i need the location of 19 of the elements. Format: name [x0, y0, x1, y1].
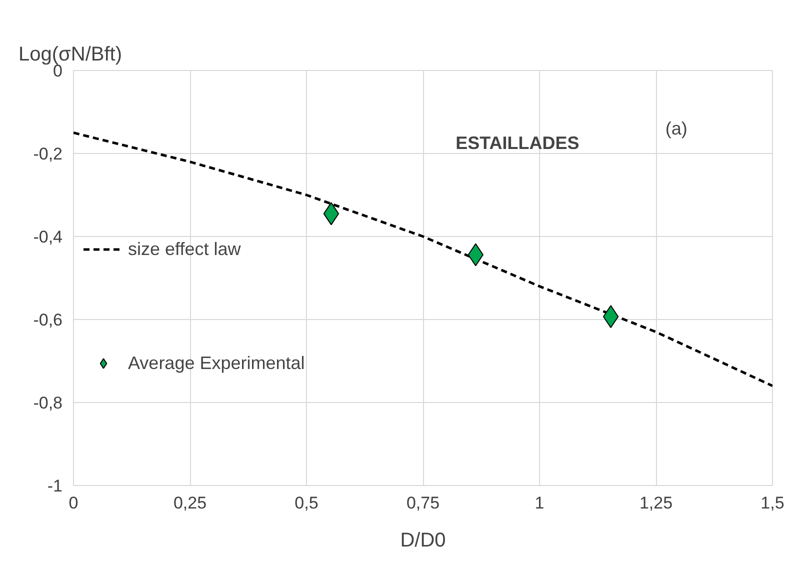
- x-tick-label: 0,25: [173, 494, 207, 512]
- x-tick-label: 1,25: [639, 494, 673, 512]
- y-tick-label: -0,6: [33, 310, 63, 330]
- x-axis-title: D/D0: [400, 530, 446, 552]
- legend-label: Average Experimental: [128, 352, 305, 374]
- legend-label: size effect law: [128, 238, 241, 260]
- x-tick-label: 0,5: [294, 494, 318, 512]
- point: [323, 202, 340, 226]
- annotation: (a): [665, 118, 688, 139]
- y-tick-label: -0,8: [33, 394, 63, 412]
- x-tick-label: 0,75: [406, 494, 440, 512]
- annotation: ESTAILLADES: [456, 133, 580, 154]
- point: [602, 305, 619, 328]
- x-tick-label: 1,5: [760, 494, 784, 512]
- y-tick-label: -0,4: [33, 228, 63, 246]
- x-tick-label: 1: [534, 494, 544, 512]
- y-tick-label: -1: [47, 476, 63, 496]
- y-tick-label: -0,2: [33, 144, 63, 164]
- x-tick-label: 0: [68, 494, 78, 512]
